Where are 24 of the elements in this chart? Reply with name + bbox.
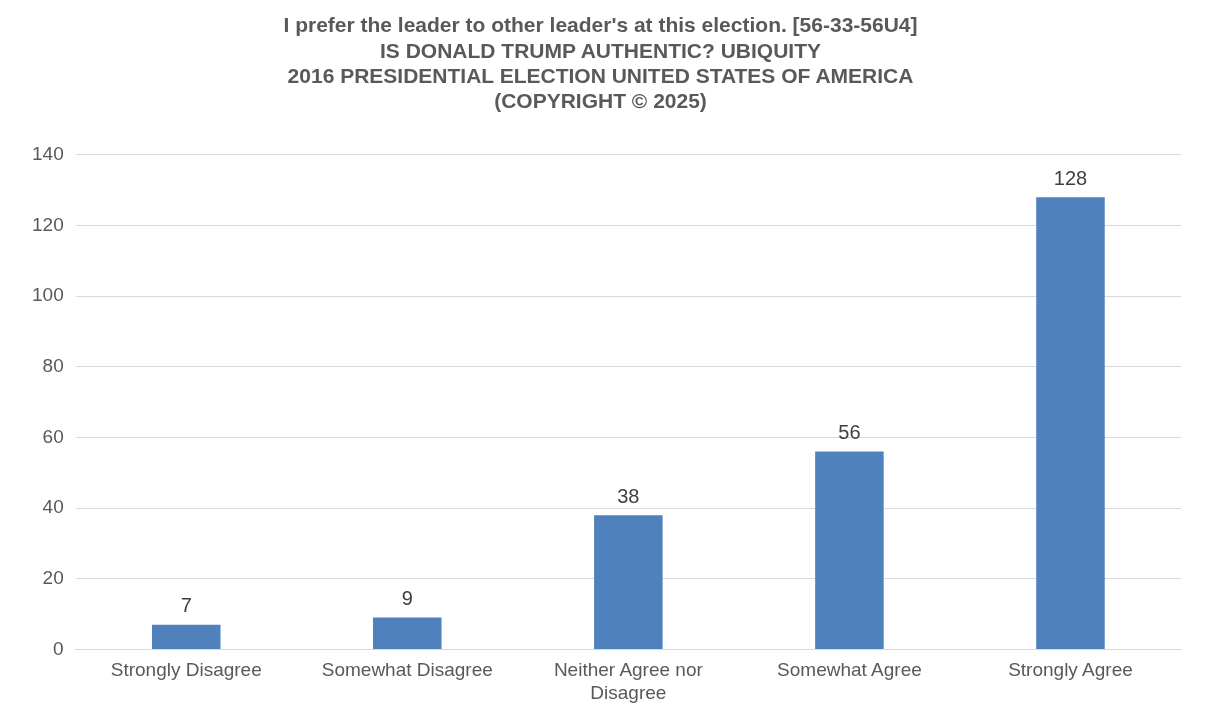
y-tick-label: 80: [42, 355, 64, 377]
bar: [151, 624, 221, 649]
data-label: 38: [617, 484, 640, 507]
data-label: 128: [1053, 166, 1088, 189]
data-label: 9: [401, 587, 413, 610]
x-tick-label: Somewhat Agree: [777, 659, 922, 681]
data-label: 7: [180, 594, 192, 617]
chart-title: I prefer the leader to other leader's at this election. [56-33-56U4] IS DONALD TRUMP AUTHENTIC? UBIQUITY 2016 PRESIDENTIAL ELECTION UNITED STATES OF AMERICA (COPYRIGHT © 2025): [283, 13, 918, 112]
bar: [815, 451, 884, 649]
x-tick-label: Strongly Agree: [1008, 659, 1133, 681]
y-tick-label: 120: [32, 213, 64, 235]
y-tick-label: 20: [42, 566, 64, 588]
bar: [594, 515, 663, 649]
y-tick-label: 0: [53, 637, 64, 659]
x-tick-label: Strongly Disagree: [110, 659, 262, 681]
bar: [1036, 197, 1105, 649]
bar: [373, 617, 442, 649]
x-tick-label: Neither Agree nor Disagree: [553, 659, 704, 703]
x-tick-label: Somewhat Disagree: [321, 659, 493, 681]
y-tick-label: 60: [42, 425, 64, 447]
data-label: 56: [838, 421, 861, 444]
y-tick-label: 140: [32, 143, 64, 165]
y-tick-label: 100: [32, 284, 64, 306]
y-tick-label: 40: [42, 496, 64, 518]
